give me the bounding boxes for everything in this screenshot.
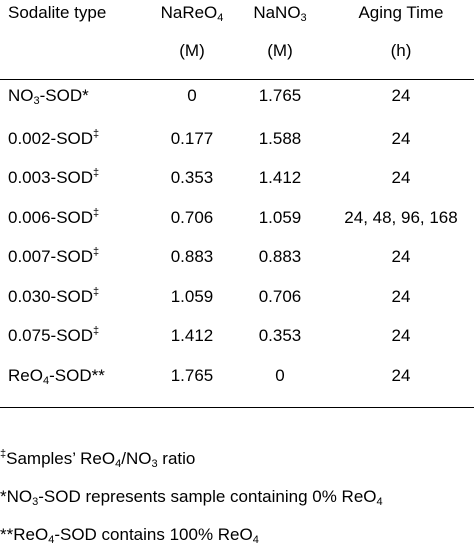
table-row: ReO4-SOD** 1.765 0 24 [0, 356, 474, 396]
table-row: 0.075-SOD‡ 1.412 0.353 24 [0, 316, 474, 356]
cell-nano3: 1.588 [258, 128, 302, 148]
cell-aging-time: 24 [391, 168, 411, 187]
cell-sodalite-type: 0.075-SOD‡ [8, 325, 100, 346]
cell-nano3: 0.706 [258, 286, 302, 306]
header-nano3: NaNO3 [253, 3, 307, 24]
header-nareo4-unit: (M) [179, 41, 205, 60]
cell-aging-time: 24 [391, 365, 411, 385]
cell-sodalite-type: 0.030-SOD‡ [8, 285, 100, 306]
table-row: NO3-SOD* 0 1.765 24 [0, 79, 474, 119]
cell-nareo4: 0 [187, 86, 197, 105]
table-body: NO3-SOD* 0 1.765 24 0.002-SOD‡ 0.177 1.588 24 0.… [0, 79, 474, 395]
table-bottom-rule [0, 407, 474, 408]
cell-nareo4: 0.706 [170, 207, 214, 227]
cell-aging-time: 24, 48, 96, 168 [344, 207, 458, 227]
footnote-reo4-sod: **ReO4-SOD contains 100% ReO4 [0, 525, 259, 546]
header-nano3-unit: (M) [267, 41, 293, 60]
table-row: 0.003-SOD‡ 0.353 1.412 24 [0, 158, 474, 198]
cell-nareo4: 1.412 [170, 326, 214, 345]
cell-sodalite-type: NO3-SOD* [8, 86, 89, 107]
header-aging-unit: (h) [390, 41, 412, 60]
table-row: 0.002-SOD‡ 0.177 1.588 24 [0, 119, 474, 159]
table-row: 0.030-SOD‡ 1.059 0.706 24 [0, 277, 474, 317]
cell-nano3: 1.412 [258, 168, 302, 187]
sodalite-table: Sodalite type NaReO4 NaNO3 Aging Time (M… [0, 0, 474, 76]
header-row-names: Sodalite type NaReO4 NaNO3 Aging Time [0, 0, 474, 26]
cell-sodalite-type: ReO4-SOD** [8, 365, 105, 387]
cell-sodalite-type: 0.007-SOD‡ [8, 246, 100, 267]
header-sodalite-type: Sodalite type [8, 3, 107, 22]
header-row-units: (M) (M) (h) [0, 26, 474, 76]
cell-nano3: 0.883 [258, 247, 302, 266]
cell-nareo4: 0.353 [170, 168, 214, 187]
cell-aging-time: 24 [391, 247, 411, 266]
cell-sodalite-type: 0.003-SOD‡ [8, 167, 100, 188]
header-aging-time: Aging Time [358, 3, 444, 22]
cell-aging-time: 24 [391, 86, 411, 105]
cell-nareo4: 1.059 [170, 286, 214, 306]
cell-nano3: 1.765 [258, 86, 302, 105]
table-row: 0.006-SOD‡ 0.706 1.059 24, 48, 96, 168 [0, 198, 474, 238]
cell-aging-time: 24 [391, 326, 411, 345]
cell-nano3: 0.353 [258, 326, 302, 345]
cell-nareo4: 0.177 [170, 128, 214, 148]
cell-sodalite-type: 0.002-SOD‡ [8, 127, 100, 148]
cell-nano3: 1.059 [258, 207, 302, 227]
cell-aging-time: 24 [391, 286, 411, 306]
header-nareo4: NaReO4 [160, 3, 224, 24]
cell-nareo4: 1.765 [170, 365, 214, 385]
cell-aging-time: 24 [391, 128, 411, 148]
table-top-rule [0, 79, 474, 80]
footnote-ratio: ‡Samples’ ReO4/NO3 ratio [0, 448, 196, 470]
table-row: 0.007-SOD‡ 0.883 0.883 24 [0, 237, 474, 277]
footnote-no3-sod: *NO3-SOD represents sample containing 0%… [0, 487, 383, 508]
cell-nareo4: 0.883 [170, 247, 214, 266]
cell-nano3: 0 [275, 365, 285, 385]
cell-sodalite-type: 0.006-SOD‡ [8, 206, 100, 227]
footnotes: ‡Samples’ ReO4/NO3 ratio *NO3-SOD repres… [0, 440, 474, 554]
